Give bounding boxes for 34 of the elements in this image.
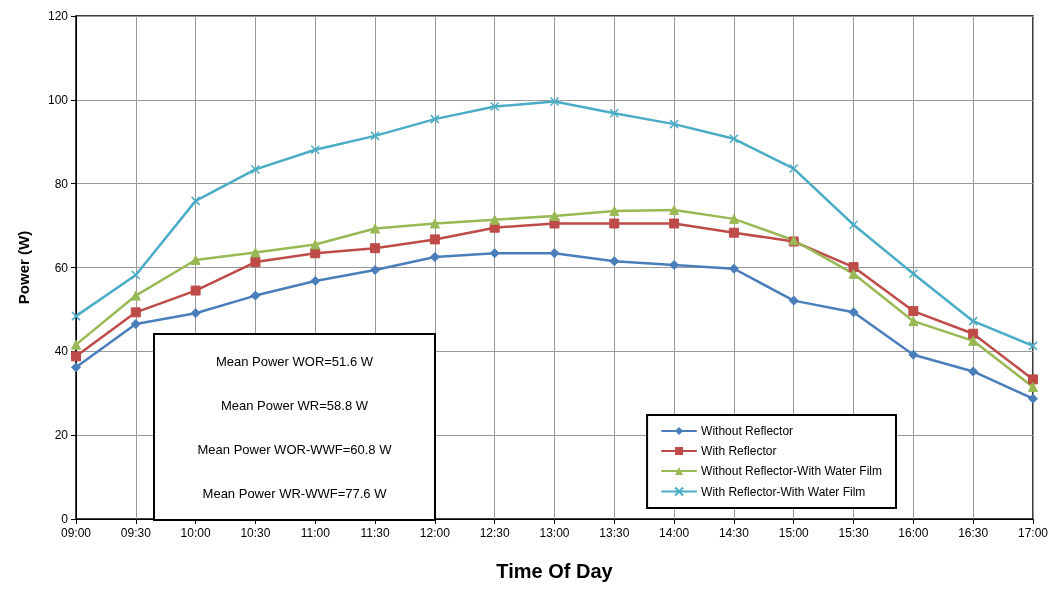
annotation: Mean Power WR=58.8 W [220,397,369,413]
x-tick-label: 11:00 [300,526,331,540]
legend-label: Without Reflector-With Water Film [701,464,883,478]
x-tick-label: 14:30 [718,526,750,540]
annotation: Mean Power WR-WWF=77.6 W [202,485,387,501]
y-axis-title: Power (W) [15,230,32,305]
x-tick-label: 17:00 [1017,526,1049,540]
y-tick-label: 40 [54,344,69,359]
x-tick-label: 10:00 [180,526,211,540]
x-axis-title: Time Of Day [496,560,614,582]
legend-label: With Reflector [701,444,777,458]
annotation: Mean Power WOR=51.6 W [215,353,374,369]
x-tick-label: 16:30 [958,526,989,540]
y-tick-label: 0 [61,512,69,526]
annotation: Mean Power WOR-WWF=60.8 W [197,441,392,457]
x-tick-label: 16:00 [898,526,929,540]
x-tick-label: 10:30 [240,526,271,540]
y-tick-label: 120 [47,9,69,23]
y-tick-label: 100 [47,92,69,107]
x-tick-label: 11:30 [360,526,390,540]
legend-label: Without Reflector [701,424,794,438]
y-tick-label: 20 [54,428,69,443]
y-tick-label: 60 [54,260,69,275]
x-tick-label: 13:00 [539,526,570,540]
x-tick-label: 15:30 [838,526,869,540]
x-tick-label: 12:30 [479,526,511,540]
x-tick-label: 14:00 [659,526,690,540]
x-tick-label: 09:30 [120,526,152,540]
x-tick-label: 15:00 [778,526,810,540]
y-tick-label: 80 [54,176,69,191]
x-tick-label: 09:00 [60,526,92,540]
x-tick-label: 13:30 [599,526,630,540]
x-tick-label: 12:00 [419,526,451,540]
legend-label: With Reflector-With Water Film [701,484,866,499]
